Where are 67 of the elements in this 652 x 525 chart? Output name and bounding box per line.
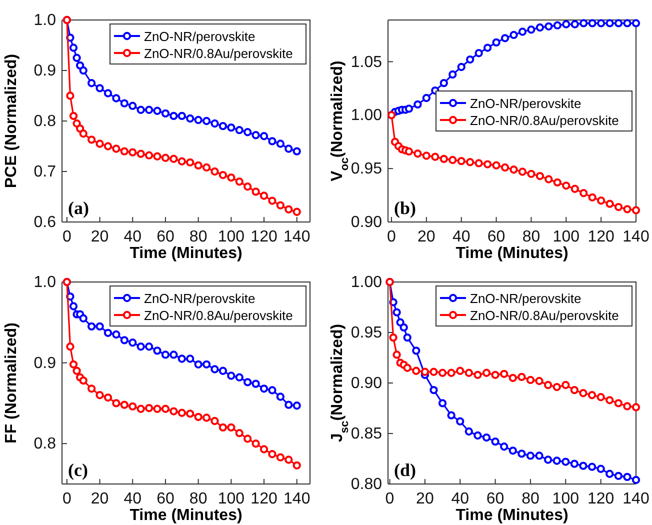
x-tick-label: 60 <box>486 490 504 508</box>
y-tick-label: 0.80 <box>350 476 382 494</box>
x-tick-label: 100 <box>218 490 245 508</box>
y-tick-label: 0.8 <box>34 436 56 453</box>
x-tick-label: 100 <box>218 228 245 246</box>
x-tick-label: 120 <box>250 490 278 508</box>
annotation: (b) <box>394 198 416 218</box>
x-axis-title: Time (Minutes) <box>456 507 568 524</box>
legend-label: ZnO-NR/perovskite <box>144 29 256 44</box>
x-tick-label: 40 <box>452 228 470 246</box>
x-tick-label: 80 <box>522 228 540 246</box>
y-tick-label: 0.85 <box>350 426 382 443</box>
x-tick-label: 140 <box>622 490 650 508</box>
y-tick-label: 0.6 <box>34 214 56 232</box>
legend-label: ZnO-NR/0.8Au/perovskite <box>144 308 293 323</box>
x-tick-label: 100 <box>552 228 580 246</box>
x-tick-label: 120 <box>588 228 615 246</box>
x-tick-label: 140 <box>284 490 310 508</box>
x-tick-label: 0 <box>62 228 72 246</box>
x-tick-label: 20 <box>418 228 436 246</box>
x-axis-title: Time (Minutes) <box>130 507 242 524</box>
y-tick-label: 1.00 <box>350 107 382 124</box>
x-axis-title: Time (Minutes) <box>456 245 568 262</box>
y-tick-label: 0.90 <box>350 214 382 232</box>
y-tick-label: 0.95 <box>350 324 382 342</box>
x-tick-label: 0 <box>62 490 72 508</box>
x-tick-label: 20 <box>90 490 109 508</box>
x-tick-label: 40 <box>451 490 470 508</box>
y-tick-label: 1.00 <box>350 274 382 292</box>
x-tick-label: 60 <box>156 228 174 246</box>
x-tick-label: 100 <box>552 490 580 508</box>
x-tick-label: 40 <box>124 228 142 246</box>
y-axis-title: PCE (Normalized) <box>3 54 20 188</box>
legend-label: ZnO-NR/0.8Au/perovskite <box>470 308 619 323</box>
x-tick-label: 0 <box>387 228 396 246</box>
y-tick-label: 0.95 <box>350 160 382 178</box>
x-tick-label: 140 <box>284 228 310 246</box>
y-tick-label: 0.90 <box>350 375 382 392</box>
legend-label: ZnO-NR/perovskite <box>470 96 582 111</box>
x-tick-label: 140 <box>622 228 650 246</box>
x-tick-label: 20 <box>416 490 434 508</box>
y-tick-label: 0.9 <box>34 62 56 80</box>
annotation: (a) <box>68 198 89 218</box>
annotation: (c) <box>68 460 88 480</box>
y-axis-title: FF (Normalized) <box>3 322 20 444</box>
x-tick-label: 40 <box>124 490 142 508</box>
x-tick-label: 60 <box>487 228 506 246</box>
x-tick-label: 120 <box>587 490 614 508</box>
y-tick-label: 0.9 <box>34 354 56 372</box>
x-tick-label: 120 <box>250 228 278 246</box>
x-tick-label: 80 <box>522 490 540 508</box>
x-tick-label: 80 <box>189 228 208 246</box>
y-tick-label: 1.0 <box>34 12 56 30</box>
y-tick-label: 0.8 <box>34 113 56 130</box>
x-tick-label: 80 <box>189 490 208 508</box>
x-tick-label: 0 <box>385 490 394 508</box>
y-tick-label: 0.7 <box>34 164 56 181</box>
legend-label: ZnO-NR/0.8Au/perovskite <box>144 46 293 61</box>
x-tick-label: 60 <box>156 490 174 508</box>
y-tick-label: 1.05 <box>350 54 382 71</box>
legend-label: ZnO-NR/perovskite <box>470 291 582 306</box>
y-tick-label: 1.0 <box>34 274 56 292</box>
legend-label: ZnO-NR/0.8Au/perovskite <box>470 113 619 128</box>
annotation: (d) <box>394 460 416 480</box>
x-tick-label: 20 <box>90 228 109 246</box>
legend-label: ZnO-NR/perovskite <box>144 291 256 306</box>
x-axis-title: Time (Minutes) <box>130 245 242 262</box>
